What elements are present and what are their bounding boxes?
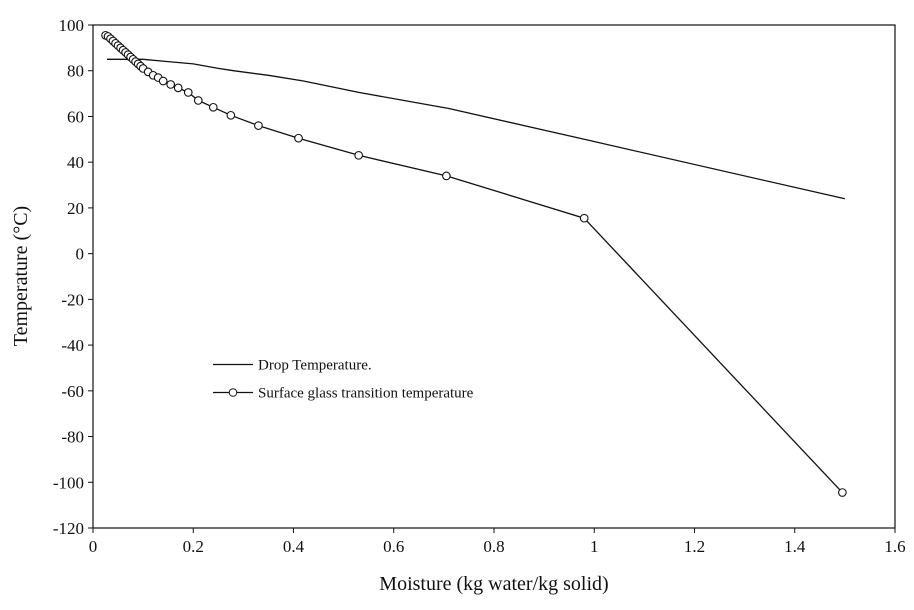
data-point — [173, 83, 183, 93]
y-tick-label: 80 — [67, 62, 84, 81]
legend-marker — [228, 388, 238, 397]
x-tick-label: 0 — [89, 537, 98, 556]
x-tick-label: 0.4 — [283, 537, 305, 556]
x-tick-label: 1.6 — [884, 537, 905, 556]
y-tick-label: 60 — [67, 107, 84, 126]
data-point — [208, 102, 218, 112]
plot-frame — [92, 24, 896, 529]
series-line — [107, 58, 846, 200]
x-tick-label: 0.8 — [483, 537, 504, 556]
data-point — [158, 76, 168, 86]
y-tick-label: 20 — [67, 199, 84, 218]
y-tick-label: 40 — [67, 153, 84, 172]
x-axis-title: Moisture (kg water/kg solid) — [379, 573, 608, 595]
legend-label: Surface glass transition temperature — [258, 386, 474, 402]
y-tick-label: -100 — [53, 473, 84, 492]
series-line — [105, 34, 843, 494]
y-axis-title: Temperature (°C) — [10, 206, 32, 346]
y-tick-label: 100 — [59, 16, 85, 35]
data-point — [254, 121, 263, 130]
data-point — [579, 213, 589, 223]
data-point — [193, 96, 203, 105]
data-point — [294, 133, 303, 143]
data-point — [183, 88, 193, 97]
data-point — [442, 171, 451, 181]
data-point — [166, 80, 176, 89]
x-tick-label: 1.4 — [784, 537, 806, 556]
x-tick-label: 1.2 — [684, 537, 705, 556]
x-tick-label: 1 — [590, 537, 599, 556]
data-point — [226, 110, 236, 120]
y-tick-label: -20 — [61, 290, 84, 309]
y-tick-label: 0 — [76, 245, 85, 264]
data-point — [354, 150, 364, 160]
y-tick-label: -40 — [61, 336, 84, 355]
legend-label: Drop Temperature. — [258, 358, 372, 374]
y-tick-label: -80 — [61, 428, 84, 447]
y-tick-label: -120 — [53, 519, 84, 538]
data-point — [838, 488, 847, 497]
y-tick-label: -60 — [61, 382, 84, 401]
x-tick-label: 0.6 — [383, 537, 404, 556]
x-tick-label: 0.2 — [183, 537, 204, 556]
